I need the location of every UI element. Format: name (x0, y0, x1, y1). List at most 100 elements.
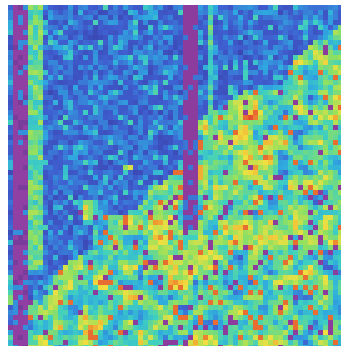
pixel-cell (83, 10, 88, 15)
pixel-cell (323, 305, 328, 310)
pixel-cell (83, 345, 88, 346)
pixel-cell (238, 340, 243, 345)
pixel-cell (218, 120, 223, 125)
pixel-cell (313, 260, 318, 265)
pixel-cell (333, 155, 338, 160)
pixel-cell (8, 290, 13, 295)
pixel-cell (248, 305, 253, 310)
pixel-cell (83, 30, 88, 35)
pixel-cell (33, 125, 38, 130)
pixel-cell (238, 25, 243, 30)
pixel-cell (263, 90, 268, 95)
pixel-cell (313, 130, 318, 135)
pixel-cell (198, 30, 203, 35)
pixel-cell (238, 60, 243, 65)
pixel-cell (28, 325, 33, 330)
pixel-cell (138, 205, 143, 210)
pixel-cell (188, 70, 193, 75)
pixel-cell (288, 335, 293, 340)
pixel-cell (138, 270, 143, 275)
pixel-cell (93, 105, 98, 110)
pixel-cell (173, 230, 178, 235)
pixel-cell (303, 45, 308, 50)
pixel-cell (298, 170, 303, 175)
pixel-cell (258, 50, 263, 55)
pixel-cell (38, 240, 43, 245)
pixel-cell (268, 60, 273, 65)
pixel-cell (338, 230, 341, 235)
pixel-cell (38, 25, 43, 30)
pixel-cell (43, 210, 48, 215)
pixel-cell (53, 100, 58, 105)
pixel-cell (328, 100, 333, 105)
pixel-cell (98, 145, 103, 150)
pixel-cell (23, 270, 28, 275)
pixel-cell (263, 10, 268, 15)
pixel-cell (33, 290, 38, 295)
pixel-cell (258, 25, 263, 30)
pixel-cell (103, 85, 108, 90)
pixel-cell (313, 145, 318, 150)
pixel-cell (308, 165, 313, 170)
pixel-cell (38, 10, 43, 15)
pixel-cell (83, 200, 88, 205)
pixel-cell (198, 295, 203, 300)
pixel-cell (178, 5, 183, 10)
pixel-cell (283, 155, 288, 160)
pixel-cell (123, 5, 128, 10)
pixel-cell (8, 240, 13, 245)
pixel-cell (223, 270, 228, 275)
pixel-cell (78, 210, 83, 215)
pixel-cell (218, 270, 223, 275)
pixel-cell (323, 120, 328, 125)
pixel-cell (308, 80, 313, 85)
pixel-cell (253, 190, 258, 195)
pixel-cell (8, 20, 13, 25)
pixel-cell (68, 300, 73, 305)
pixel-cell (213, 30, 218, 35)
pixel-cell (108, 115, 113, 120)
pixel-cell (308, 100, 313, 105)
pixel-cell (303, 235, 308, 240)
pixel-cell (288, 70, 293, 75)
pixel-cell (173, 195, 178, 200)
pixel-cell (128, 295, 133, 300)
pixel-cell (143, 305, 148, 310)
pixel-cell (178, 285, 183, 290)
pixel-cell (148, 85, 153, 90)
pixel-cell (168, 120, 173, 125)
pixel-cell (118, 35, 123, 40)
pixel-cell (88, 285, 93, 290)
pixel-cell (153, 290, 158, 295)
pixel-cell (303, 200, 308, 205)
pixel-cell (58, 275, 63, 280)
pixel-cell (58, 95, 63, 100)
pixel-cell (88, 340, 93, 345)
pixel-cell (318, 160, 323, 165)
pixel-cell (218, 315, 223, 320)
pixel-cell (268, 100, 273, 105)
pixel-cell (283, 25, 288, 30)
pixel-cell (248, 150, 253, 155)
pixel-cell (28, 5, 33, 10)
pixel-cell (208, 290, 213, 295)
pixel-cell (268, 345, 273, 346)
pixel-cell (268, 65, 273, 70)
pixel-cell (338, 205, 341, 210)
pixel-cell (288, 305, 293, 310)
pixel-cell (48, 80, 53, 85)
pixel-cell (338, 85, 341, 90)
pixel-cell (73, 225, 78, 230)
pixel-cell (58, 140, 63, 145)
pixel-cell (268, 185, 273, 190)
pixel-cell (83, 210, 88, 215)
pixel-cell (58, 55, 63, 60)
pixel-cell (203, 295, 208, 300)
pixel-cell (248, 245, 253, 250)
pixel-cell (263, 315, 268, 320)
pixel-cell (193, 165, 198, 170)
pixel-cell (128, 190, 133, 195)
pixel-cell (218, 285, 223, 290)
pixel-cell (83, 5, 88, 10)
pixel-cell (268, 255, 273, 260)
